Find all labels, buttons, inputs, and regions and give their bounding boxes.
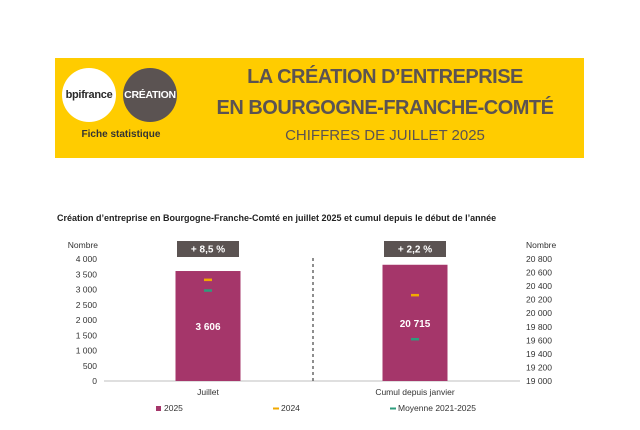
category-label: Cumul depuis janvier: [375, 387, 455, 397]
right-tick-label: 20 800: [526, 254, 552, 264]
left-axis-ticks: 4 000 3 500 3 000 2 500 2 000 1 500 1 000 500 0: [76, 254, 98, 386]
page-subtitle: CHIFFRES DE JUILLET 2025: [285, 127, 485, 144]
right-axis-ticks: 20 800 20 600 20 400 20 200 20 000 19 800 19 6…: [526, 254, 552, 386]
growth-badge: [384, 241, 446, 257]
right-tick-label: 20 000: [526, 308, 552, 318]
fiche-label: Fiche statistique: [81, 129, 161, 140]
legend-swatch-marker: [390, 407, 396, 410]
bar-2025: [382, 264, 448, 381]
right-tick-label: 19 800: [526, 322, 552, 332]
bpifrance-logo-text: bpifrance: [65, 89, 113, 101]
growth-badge: [177, 241, 239, 257]
left-tick-label: 3 000: [76, 285, 98, 295]
marker-2024: [204, 278, 212, 282]
right-tick-label: 19 600: [526, 335, 552, 345]
right-tick-label: 20 400: [526, 281, 552, 291]
left-tick-label: 4 000: [76, 254, 98, 264]
left-tick-label: 1 500: [76, 330, 98, 340]
left-tick-label: 3 500: [76, 269, 98, 279]
legend-swatch-marker: [273, 407, 279, 410]
legend: 2025 2024 Moyenne 2021-2025: [156, 403, 476, 413]
left-tick-label: 0: [92, 376, 97, 386]
legend-label: 2024: [281, 403, 300, 413]
legend-swatch-2025: [156, 406, 161, 411]
left-tick-label: 2 500: [76, 300, 98, 310]
right-axis-label: Nombre: [526, 240, 557, 250]
bpifrance-logo: bpifrance: [62, 68, 116, 122]
page-title-line2: EN BOURGOGNE-FRANCHE-COMTÉ: [216, 97, 555, 119]
creation-logo: CRÉATION: [123, 68, 177, 122]
legend-label: 2025: [164, 403, 183, 413]
growth-badge-text: + 8,5 %: [191, 245, 225, 256]
marker-2024: [411, 293, 419, 297]
legend-label: Moyenne 2021-2025: [398, 403, 476, 413]
left-tick-label: 1 000: [76, 346, 98, 356]
header-banner: bpifrance CRÉATION Fiche statistique LA …: [55, 58, 584, 158]
right-tick-label: 19 400: [526, 349, 552, 359]
bar-value-label: 20 715: [400, 319, 431, 330]
page-title-line1: LA CRÉATION D’ENTREPRISE: [247, 66, 523, 88]
marker-average: [411, 337, 419, 341]
bar-value-label: 3 606: [195, 322, 220, 333]
right-tick-label: 19 000: [526, 376, 552, 386]
creation-logo-text: CRÉATION: [124, 89, 176, 101]
marker-average: [204, 289, 212, 292]
chart-title: Création d’entreprise en Bourgogne-Franc…: [57, 213, 497, 223]
left-axis-label: Nombre: [68, 240, 99, 250]
right-tick-label: 20 600: [526, 268, 552, 278]
category-label: Juillet: [197, 387, 219, 397]
right-tick-label: 20 200: [526, 295, 552, 305]
growth-badge-text: + 2,2 %: [398, 245, 432, 256]
right-tick-label: 19 200: [526, 362, 552, 372]
left-tick-label: 500: [83, 361, 97, 371]
left-tick-label: 2 000: [76, 315, 98, 325]
bars-group: 3 606 + 8,5 % Juillet 20 715 + 2,2 % Cumul de…: [175, 241, 455, 397]
